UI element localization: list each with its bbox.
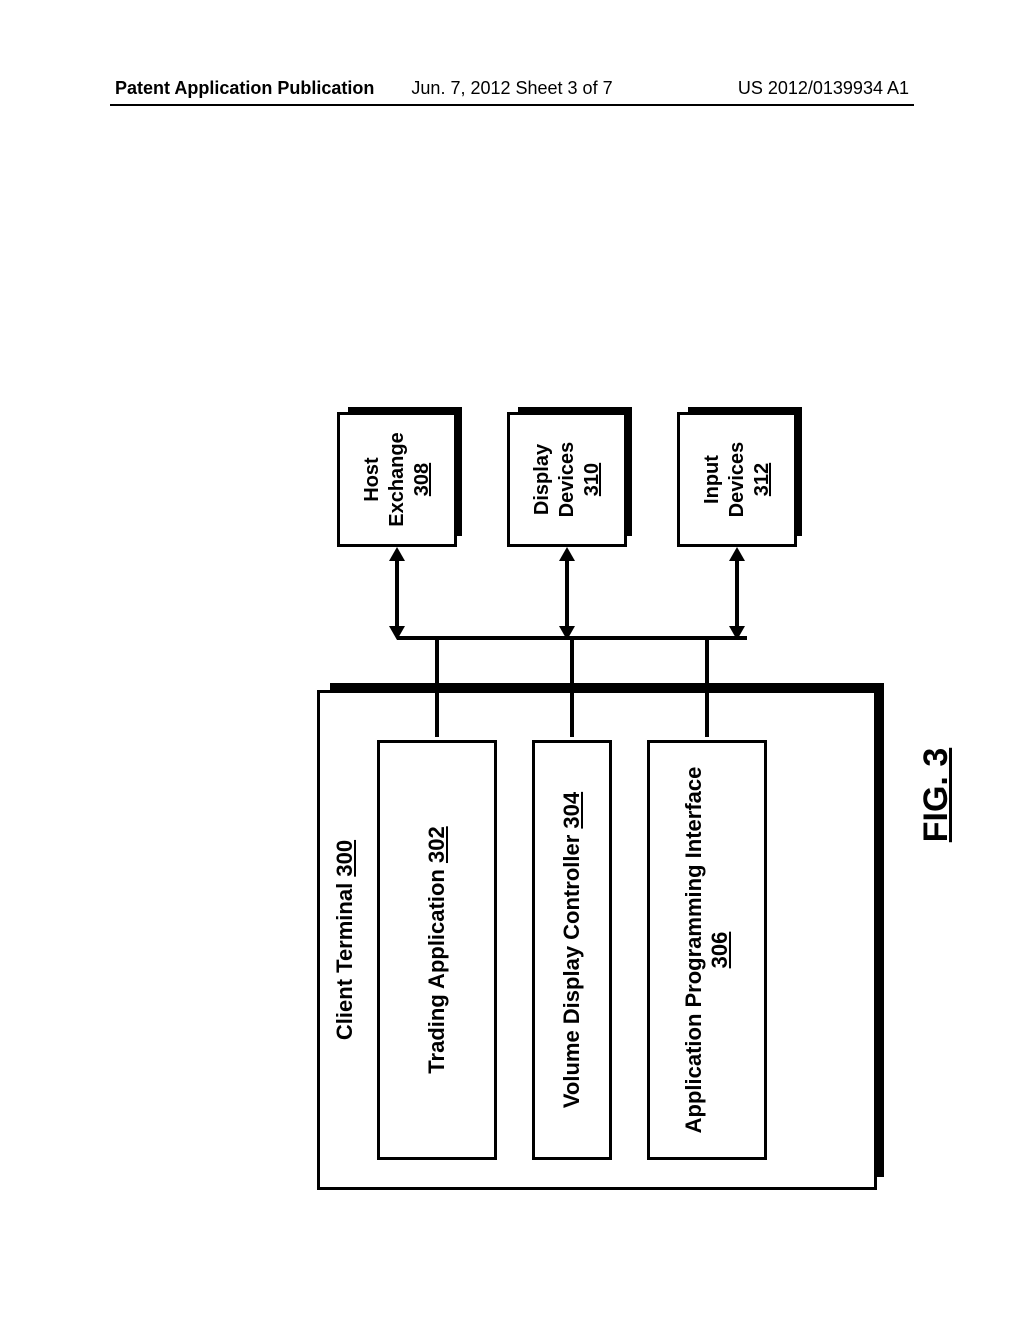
host-exchange-box: Host Exchange 308 [337, 412, 457, 547]
display-devices-box: Display Devices 310 [507, 412, 627, 547]
host-exchange-line1: Host [361, 457, 383, 501]
arrow-line-host [395, 561, 399, 626]
arrow-line-input [735, 561, 739, 626]
host-exchange-ref: 308 [411, 463, 433, 496]
stub-trading [435, 638, 439, 737]
client-terminal-title-text: Client Terminal [332, 883, 357, 1040]
trading-application-label: Trading Application 302 [380, 743, 494, 1157]
input-devices-label: Input Devices 312 [680, 415, 794, 544]
figure-landscape: Client Terminal 300 Trading Application … [307, 390, 907, 1200]
figure-caption: FIG. 3 [917, 390, 956, 1200]
input-devices-line2: Devices [726, 442, 748, 518]
arrow-left-input [729, 626, 745, 640]
trading-application-box: Trading Application 302 [377, 740, 497, 1160]
input-devices-ref: 312 [751, 463, 773, 496]
header-rule [110, 104, 914, 106]
volume-display-controller-ref: 304 [559, 792, 584, 829]
client-terminal-ref: 300 [332, 840, 357, 877]
stub-volume [570, 638, 574, 737]
client-terminal-title: Client Terminal 300 [332, 693, 358, 1187]
display-devices-line1: Display [531, 444, 553, 515]
arrow-left-host [389, 626, 405, 640]
volume-display-controller-text: Volume Display Controller [559, 835, 584, 1108]
display-devices-label: Display Devices 310 [510, 415, 624, 544]
page: Patent Application Publication Jun. 7, 2… [0, 0, 1024, 1320]
arrow-right-input [729, 547, 745, 561]
input-devices-box: Input Devices 312 [677, 412, 797, 547]
trading-application-text: Trading Application [424, 869, 449, 1074]
display-devices-line2: Devices [556, 442, 578, 518]
api-text: Application Programming Interface [681, 767, 706, 1134]
host-exchange-label: Host Exchange 308 [340, 415, 454, 544]
stub-api [705, 638, 709, 737]
arrow-right-display [559, 547, 575, 561]
api-ref: 306 [707, 932, 732, 969]
arrow-right-host [389, 547, 405, 561]
arrow-line-display [565, 561, 569, 626]
figure-wrap: Client Terminal 300 Trading Application … [112, 200, 912, 1000]
arrow-left-display [559, 626, 575, 640]
host-exchange-line2: Exchange [386, 432, 408, 526]
api-label: Application Programming Interface 306 [650, 743, 764, 1157]
volume-display-controller-box: Volume Display Controller 304 [532, 740, 612, 1160]
trading-application-ref: 302 [424, 826, 449, 863]
input-devices-line1: Input [701, 455, 723, 504]
display-devices-ref: 310 [581, 463, 603, 496]
volume-display-controller-label: Volume Display Controller 304 [535, 743, 609, 1157]
header-right: US 2012/0139934 A1 [738, 78, 909, 99]
api-box: Application Programming Interface 306 [647, 740, 767, 1160]
